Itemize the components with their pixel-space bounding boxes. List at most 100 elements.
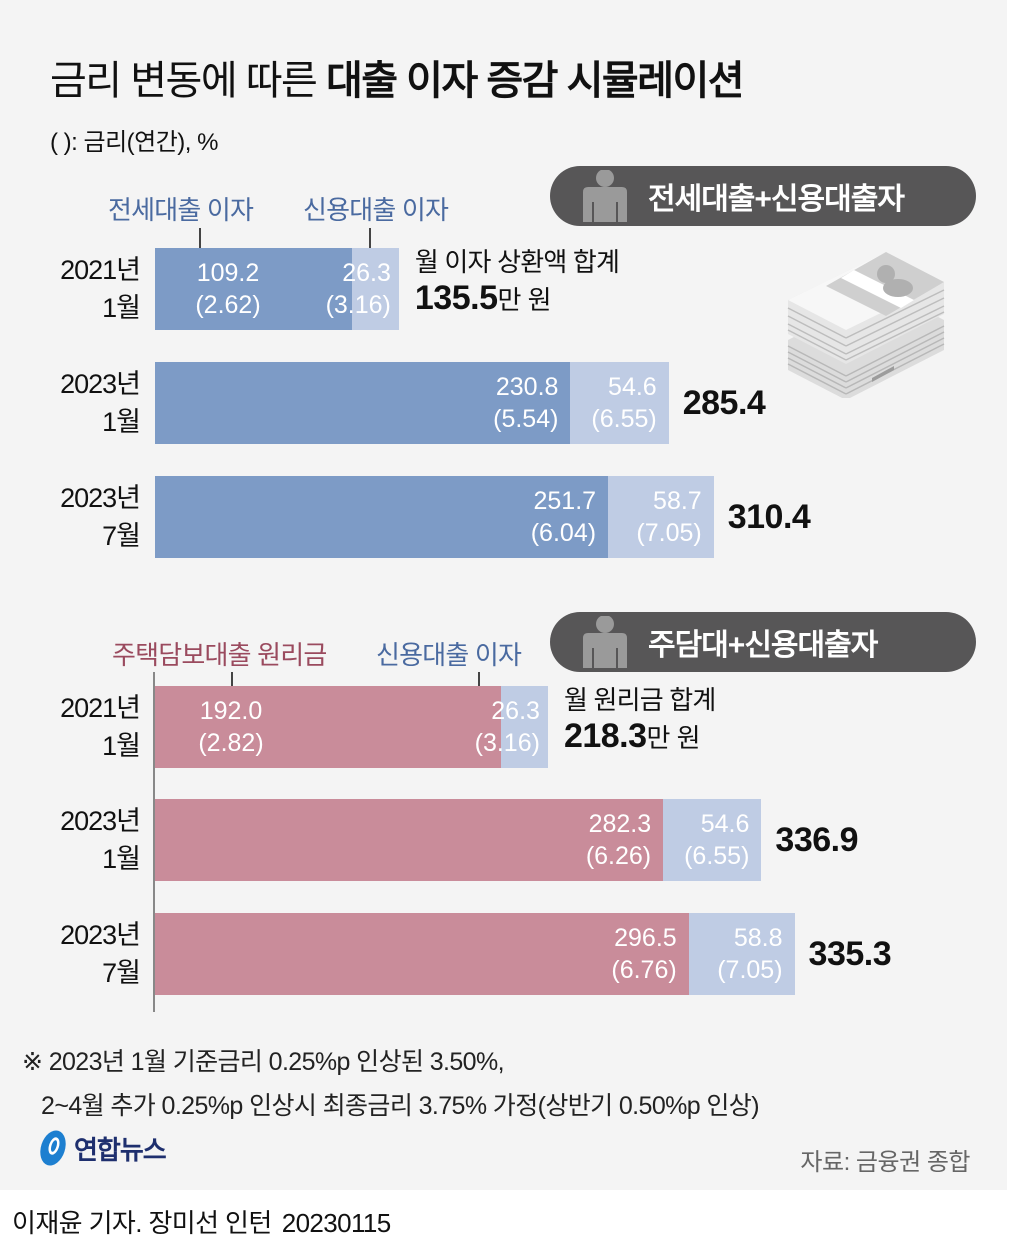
category-label-line: 7월 [102, 521, 141, 551]
rate-label: (2.62) [195, 291, 261, 319]
rate-label: (2.82) [198, 729, 264, 757]
bar-segment-primary [155, 362, 571, 444]
total-label: 월 이자 상환액 합계 135.5만 원 [415, 242, 620, 318]
bar-label-primary: 282.3 (6.26) [531, 808, 651, 872]
unit-note: ( ): 금리(연간), % [50, 129, 218, 156]
section-pill-jeonse: 전세대출+신용대출자 [550, 166, 976, 226]
section-pill-mortgage: 주담대+신용대출자 [550, 612, 976, 672]
value-label: 58.7 [653, 487, 702, 515]
total-value: 218.3 [563, 717, 647, 755]
total-label: 월 원리금 합계 218.3만 원 [564, 680, 716, 756]
section-title-mortgage: 주담대+신용대출자 [648, 629, 878, 662]
leader-line-credit-2 [478, 672, 480, 698]
value-label: 26.3 [491, 697, 540, 725]
category-label-line: 1월 [102, 844, 141, 874]
page-title: 금리 변동에 따른 대출 이자 증감 시뮬레이션 [50, 48, 745, 106]
bar-segment-credit [688, 913, 795, 995]
rate-label: (3.16) [474, 729, 540, 757]
legend-credit-interest: 신용대출 이자 [303, 190, 449, 227]
category-label: 2023년 1월 [10, 802, 141, 878]
category-label-line: 2023년 [60, 920, 141, 950]
category-label-line: 1월 [102, 731, 141, 761]
value-label: 54.6 [608, 373, 657, 401]
legend-credit-text: 신용대출 이자 [303, 195, 449, 225]
axis-line [153, 672, 155, 1012]
rate-label: (3.16) [325, 291, 391, 319]
category-label-line: 2023년 [60, 806, 141, 836]
footnote-line-1: ※ 2023년 1월 기준금리 0.25%p 인상된 3.50%, [22, 1048, 505, 1076]
rate-label: (6.26) [585, 842, 652, 870]
legend-credit-text-2: 신용대출 이자 [376, 640, 522, 670]
value-label: 109.2 [196, 259, 260, 287]
bar-label-credit: 58.8 (7.05) [663, 922, 783, 986]
category-label: 2021년 1월 [10, 251, 141, 327]
bar-label-primary: 251.7 (6.04) [476, 485, 596, 549]
bar-segment-primary [155, 476, 609, 558]
value-label: 54.6 [700, 810, 750, 838]
value-label: 251.7 [533, 487, 597, 515]
legend-jeonse-interest: 전세대출 이자 [108, 190, 254, 227]
person-icon [580, 169, 630, 222]
yonhap-logo-icon [40, 1130, 66, 1166]
legend-mortgage-principal: 주택담보대출 원리금 [112, 635, 327, 672]
total-label: 310.4 [727, 498, 811, 536]
bar-label-credit: 54.6 (6.55) [629, 808, 749, 872]
rate-label: (6.76) [611, 956, 677, 984]
person-icon [580, 615, 630, 668]
category-label: 2023년 1월 [10, 365, 141, 441]
total-label: 335.3 [808, 935, 892, 973]
bar-segment-credit [570, 362, 669, 444]
bar-label-credit: 54.6 (6.55) [537, 371, 657, 435]
section-title-jeonse: 전세대출+신용대출자 [648, 183, 905, 216]
source-note: 자료: 금융권 종합 [800, 1149, 970, 1176]
footnote-line-2: 2~4월 추가 0.25%p 인상시 최종금리 3.75% 가정(상반기 0.5… [22, 1092, 760, 1120]
byline-authors: 이재윤 기자. 장미선 인턴 [12, 1208, 272, 1238]
rate-label: (6.55) [684, 842, 750, 870]
money-stack-icon [786, 238, 950, 400]
bar-segment-primary [155, 913, 689, 995]
footnote: ※ 2023년 1월 기준금리 0.25%p 인상된 3.50%, 2~4월 추… [22, 1040, 760, 1128]
total-value-row: 135.5만 원 [415, 279, 619, 318]
byline-date: 20230115 [281, 1208, 392, 1238]
category-label-line: 2021년 [60, 693, 141, 723]
bar-segment-primary [155, 686, 501, 768]
category-label: 2021년 1월 [10, 689, 141, 765]
rate-label: (7.05) [717, 956, 783, 984]
total-value: 135.5 [414, 279, 498, 317]
bar-segment-credit [608, 476, 714, 558]
category-label-line: 2023년 [60, 483, 141, 513]
bar-segment-primary [155, 248, 352, 330]
legend-jeonse-text: 전세대출 이자 [108, 195, 254, 225]
total-unit: 만 원 [497, 285, 552, 315]
byline: 이재윤 기자. 장미선 인턴 20230115 [12, 1203, 391, 1240]
value-label: 192.0 [199, 697, 263, 725]
value-label: 296.5 [614, 924, 677, 952]
total-note: 월 원리금 합계 [563, 685, 716, 715]
bar-label-credit: 58.7 (7.05) [582, 485, 702, 549]
value-label: 26.3 [342, 259, 391, 287]
leader-line-mortgage [231, 672, 233, 698]
leader-line-credit [369, 228, 371, 258]
bar-segment-credit [500, 686, 548, 768]
value-label: 282.3 [588, 810, 652, 838]
bar-segment-credit [351, 248, 399, 330]
category-label-line: 7월 [102, 958, 141, 988]
category-label-line: 2023년 [60, 369, 141, 399]
leader-line-jeonse [199, 228, 201, 258]
legend-mortgage-text: 주택담보대출 원리금 [112, 640, 327, 670]
rate-label: (6.55) [591, 405, 657, 433]
rate-label: (6.04) [530, 519, 597, 547]
title-bold: 대출 이자 증감 시뮬레이션 [325, 59, 745, 103]
bar-label-primary: 192.0 (2.82) [171, 695, 291, 759]
total-label: 285.4 [682, 384, 766, 422]
bar-segment-credit [663, 799, 762, 881]
category-label-line: 1월 [102, 293, 141, 323]
rate-label: (5.54) [493, 405, 559, 433]
bar-label-primary: 296.5 (6.76) [557, 922, 677, 986]
bar-label-primary: 109.2 (2.62) [168, 257, 288, 321]
title-light: 금리 변동에 따른 [50, 59, 326, 103]
total-unit: 만 원 [646, 723, 701, 753]
yonhap-logo: 연합뉴스 [38, 1128, 167, 1168]
bar-label-credit: 26.3 (3.16) [271, 257, 391, 321]
legend-credit-interest-2: 신용대출 이자 [376, 635, 522, 672]
